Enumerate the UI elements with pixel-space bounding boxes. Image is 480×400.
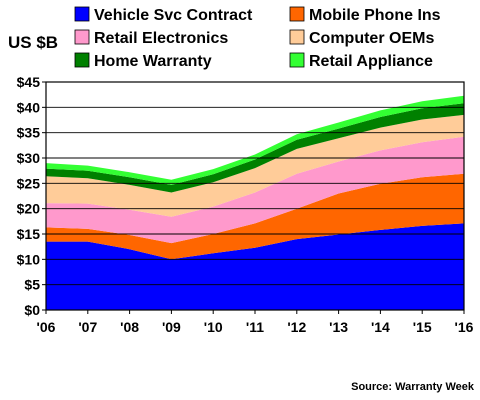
area-series-computer-oems — [46, 114, 464, 217]
area-series-retail-electronics — [46, 136, 464, 244]
x-tick-label: '12 — [287, 319, 306, 335]
legend-label: Retail Electronics — [94, 30, 228, 47]
legend-label: Vehicle Svc Contract — [94, 7, 253, 24]
x-tick-label: '10 — [204, 319, 223, 335]
legend: Vehicle Svc Contract Mobile Phone Ins Reta… — [74, 6, 441, 70]
y-tick-label: $35 — [17, 125, 41, 141]
x-tick-label: '07 — [78, 319, 97, 335]
legend-item-computer-oems: Computer OEMs — [289, 29, 434, 47]
area-series-retail-appliance — [46, 95, 464, 185]
legend-label: Home Warranty — [94, 53, 212, 70]
y-tick-label: $15 — [17, 226, 41, 242]
legend-swatch — [289, 52, 305, 68]
legend-label: Mobile Phone Ins — [309, 7, 441, 24]
x-tick-label: '16 — [455, 319, 474, 335]
y-tick-label: $45 — [17, 74, 41, 90]
legend-swatch — [74, 6, 90, 22]
legend-label: Retail Appliance — [309, 53, 433, 70]
area-series-home-warranty — [46, 103, 464, 193]
legend-item-home-warranty: Home Warranty — [74, 52, 212, 70]
plot-area — [45, 81, 465, 311]
x-tick-label: '14 — [371, 319, 390, 335]
series-areas — [46, 95, 464, 310]
y-tick-label: $40 — [17, 99, 41, 115]
y-tick-label: $10 — [17, 251, 41, 267]
gridlines — [46, 106, 464, 286]
x-tick-label: '15 — [413, 319, 432, 335]
legend-swatch — [74, 52, 90, 68]
x-tick-label: '06 — [37, 319, 56, 335]
y-axis-ticks: $0 $5 $10 $15 $20 $25 $30 $35 $40 $45 — [17, 74, 46, 318]
legend-item-retail-electronics: Retail Electronics — [74, 29, 228, 47]
x-tick-label: '09 — [162, 319, 181, 335]
y-tick-label: $0 — [24, 302, 40, 318]
x-axis-ticks: '06 '07 '08 '09 '10 '11 '12 '13 '14 '15 '16 — [37, 310, 474, 335]
y-axis-label: US $B — [8, 33, 58, 52]
legend-item-vehicle-svc-contract: Vehicle Svc Contract — [74, 6, 253, 24]
x-tick-label: '08 — [120, 319, 139, 335]
x-tick-label: '11 — [246, 319, 264, 335]
area-series-mobile-phone-ins — [46, 173, 464, 260]
legend-item-mobile-phone-ins: Mobile Phone Ins — [289, 6, 441, 24]
y-tick-label: $5 — [24, 277, 40, 293]
y-tick-label: $25 — [17, 175, 41, 191]
legend-swatch — [289, 6, 305, 22]
source-note: Source: Warranty Week — [351, 381, 475, 393]
legend-label: Computer OEMs — [309, 30, 434, 47]
legend-item-retail-appliance: Retail Appliance — [289, 52, 433, 70]
y-tick-label: $30 — [17, 150, 41, 166]
y-tick-label: $20 — [17, 201, 41, 217]
legend-swatch — [74, 29, 90, 45]
x-tick-label: '13 — [329, 319, 348, 335]
area-series-vehicle-svc-contract — [46, 223, 464, 310]
legend-swatch — [289, 29, 305, 45]
